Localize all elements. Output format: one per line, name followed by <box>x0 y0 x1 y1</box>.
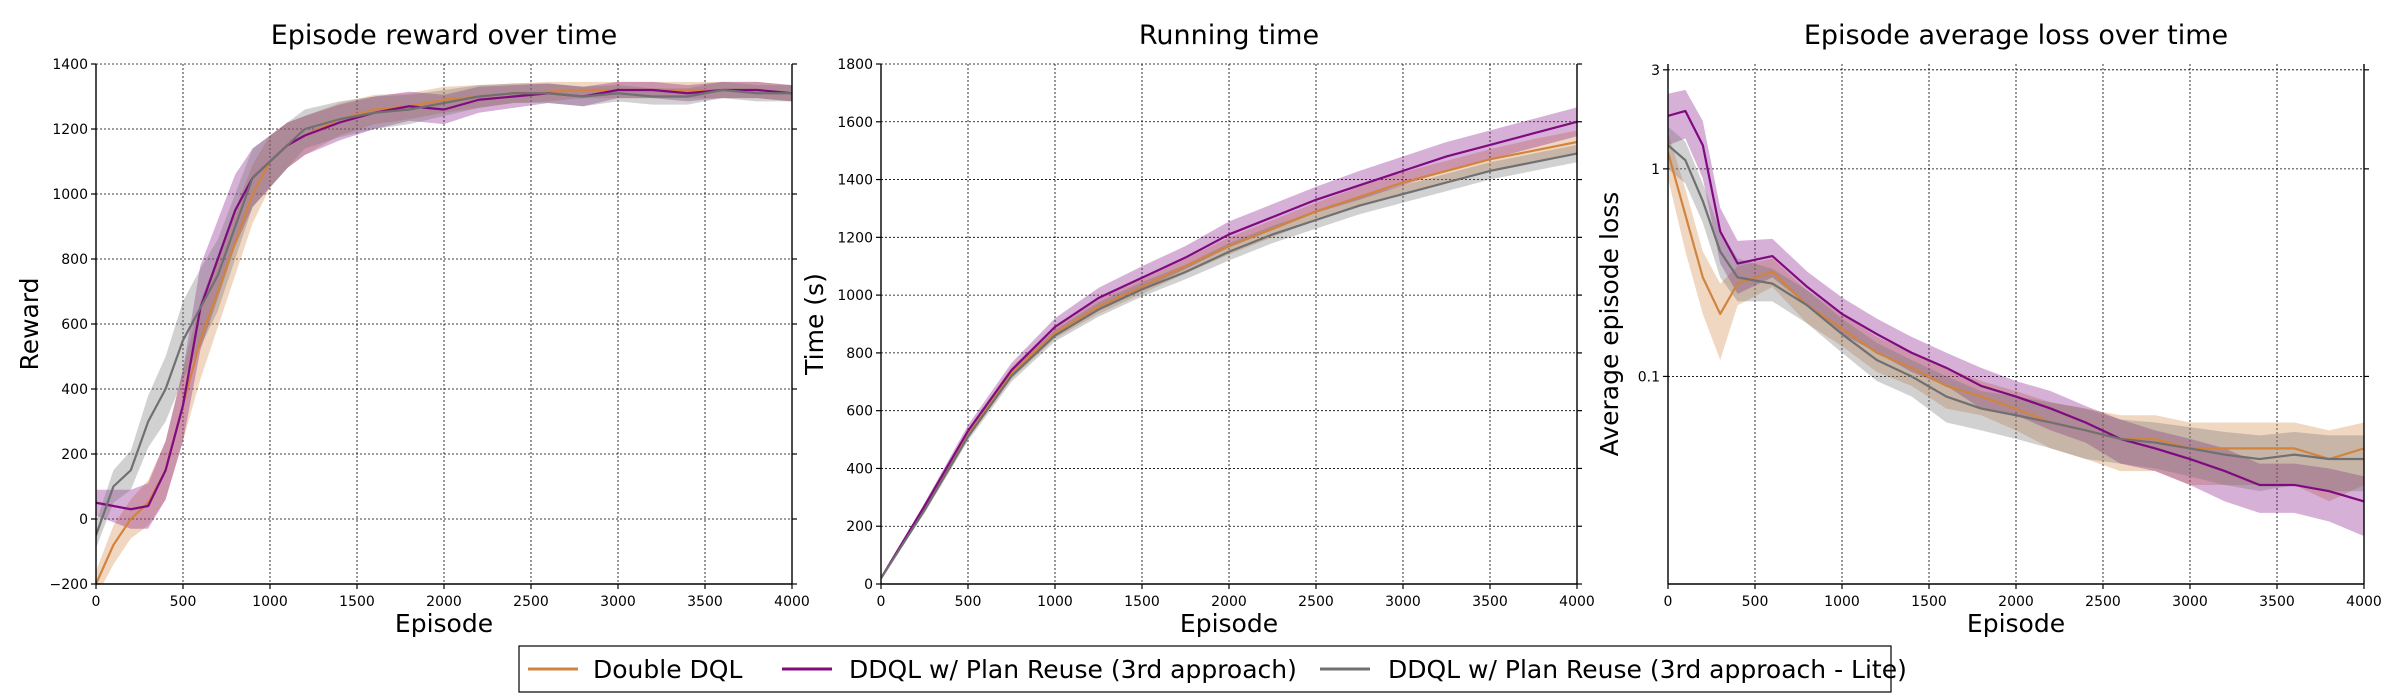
y-tick-label: 400 <box>846 461 873 477</box>
y-tick-label: 0 <box>79 512 88 528</box>
band-ddql-w-plan-reuse-3rd-approach <box>1668 89 2364 537</box>
line-ddql-w-plan-reuse-3rd-approach-lite <box>1668 144 2364 461</box>
band-ddql-w-plan-reuse-3rd-approach <box>881 107 1577 579</box>
x-tick-label: 3000 <box>2172 594 2208 610</box>
y-tick-label: 200 <box>846 519 873 535</box>
x-tick-label: 1500 <box>1911 594 1947 610</box>
legend-label-double-dql: Double DQL <box>593 655 742 684</box>
panel-title: Episode reward over time <box>271 20 618 51</box>
legend: Double DQL DDQL w/ Plan Reuse (3rd appro… <box>518 645 1907 693</box>
y-tick-label: 1400 <box>52 57 88 73</box>
x-tick-label: 2000 <box>426 594 462 610</box>
x-tick-label: 3500 <box>2259 594 2295 610</box>
x-tick-label: 1000 <box>252 594 288 610</box>
panel-title: Episode average loss over time <box>1804 20 2228 51</box>
x-tick-label: 1500 <box>339 594 375 610</box>
band-ddql-w-plan-reuse-3rd-approach <box>96 81 792 529</box>
y-tick-label: 1800 <box>837 57 873 73</box>
line-ddql-w-plan-reuse-3rd-approach <box>881 120 1577 579</box>
axes: 0 500 1000 1500 2000 2500 3000 3500 4000−2000200… <box>50 57 810 610</box>
y-tick-label: 400 <box>61 382 88 398</box>
gridlines <box>880 63 1578 585</box>
series-layer <box>881 107 1577 579</box>
y-tick-label: 3 <box>1651 63 1660 79</box>
x-tick-label: 3500 <box>687 594 723 610</box>
line-ddql-w-plan-reuse-3rd-approach <box>96 88 792 511</box>
panel-running-time: 0 500 1000 1500 2000 2500 3000 3500 4000 0 200 400 6… <box>800 20 1595 638</box>
x-tick-label: 4000 <box>774 594 810 610</box>
line-ddql-w-plan-reuse-3rd-approach-lite <box>96 88 792 536</box>
x-tick-label: 4000 <box>1559 594 1595 610</box>
axes: 0 500 1000 1500 2000 2500 3000 3500 4000 0.1 1 3 <box>1638 63 2382 610</box>
x-tick-label: 2000 <box>1998 594 2034 610</box>
y-tick-label: 0.1 <box>1638 369 1660 385</box>
x-tick-label: 500 <box>955 594 982 610</box>
x-tick-label: 2500 <box>1298 594 1334 610</box>
x-axis-label: Episode <box>1967 609 2065 638</box>
x-axis-label: Episode <box>395 609 493 638</box>
x-axis-label: Episode <box>1180 609 1278 638</box>
x-tick-label: 1000 <box>1824 594 1860 610</box>
axes: 0 500 1000 1500 2000 2500 3000 3500 4000 0 200 400 6… <box>837 57 1594 610</box>
y-axis-label: Reward <box>15 277 44 370</box>
legend-box <box>518 645 1892 693</box>
y-tick-label: 1200 <box>52 122 88 138</box>
x-tick-label: 1500 <box>1124 594 1160 610</box>
y-tick-label: 800 <box>846 346 873 362</box>
line-double-dql <box>1668 152 2364 461</box>
panel-title: Running time <box>1139 20 1319 51</box>
x-tick-label: 2000 <box>1211 594 1247 610</box>
x-tick-label: 2500 <box>513 594 549 610</box>
y-tick-label: 1600 <box>837 115 873 131</box>
line-ddql-w-plan-reuse-3rd-approach <box>1668 109 2364 503</box>
x-tick-label: 500 <box>1742 594 1769 610</box>
x-tick-label: 2500 <box>2085 594 2121 610</box>
line-double-dql <box>881 140 1577 579</box>
y-tick-label: 600 <box>61 317 88 333</box>
x-tick-label: 3000 <box>1385 594 1421 610</box>
y-tick-label: 1 <box>1651 162 1660 178</box>
y-tick-label: 1000 <box>837 288 873 304</box>
series-layer <box>1668 89 2364 537</box>
y-tick-label: 1400 <box>837 173 873 189</box>
x-tick-label: 0 <box>877 594 886 610</box>
series-layer <box>96 81 792 584</box>
line-ddql-w-plan-reuse-3rd-approach-lite <box>881 152 1577 579</box>
x-tick-label: 0 <box>1664 594 1673 610</box>
y-axis-label: Time (s) <box>800 273 829 376</box>
panel-loss: 0 500 1000 1500 2000 2500 3000 3500 4000 0.1 1 3 Epi… <box>1595 20 2382 638</box>
y-tick-label: −200 <box>50 577 88 593</box>
y-tick-label: 1200 <box>837 230 873 246</box>
legend-label-ddql-plan-reuse: DDQL w/ Plan Reuse (3rd approach) <box>849 655 1297 684</box>
x-tick-label: 4000 <box>2346 594 2382 610</box>
x-tick-label: 0 <box>92 594 101 610</box>
y-tick-label: 800 <box>61 252 88 268</box>
band-ddql-w-plan-reuse-3rd-approach-lite <box>96 81 792 549</box>
legend-label-ddql-plan-reuse-lite: DDQL w/ Plan Reuse (3rd approach - Lite) <box>1388 655 1907 684</box>
x-tick-label: 3000 <box>600 594 636 610</box>
y-tick-label: 200 <box>61 447 88 463</box>
panel-reward: 0 500 1000 1500 2000 2500 3000 3500 4000−2000200… <box>15 20 810 638</box>
x-tick-label: 500 <box>170 594 197 610</box>
x-tick-label: 3500 <box>1472 594 1508 610</box>
y-axis-label: Average episode loss <box>1595 192 1624 457</box>
y-tick-label: 1000 <box>52 187 88 203</box>
band-double-dql <box>1668 132 2364 502</box>
x-tick-label: 1000 <box>1037 594 1073 610</box>
y-tick-label: 600 <box>846 404 873 420</box>
y-tick-label: 0 <box>864 577 873 593</box>
